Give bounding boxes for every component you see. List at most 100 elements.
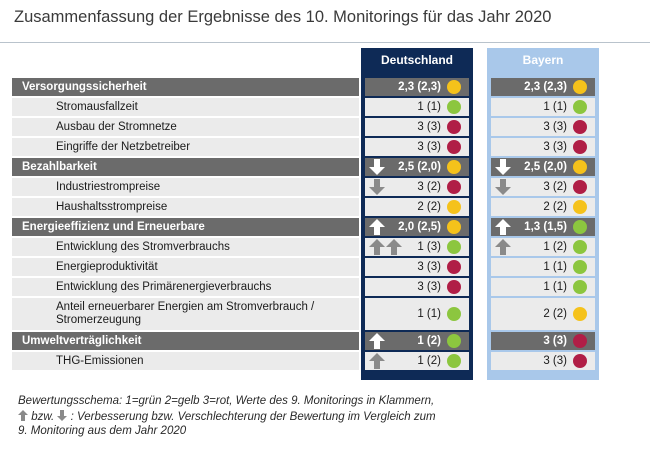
indicator-label: Eingriffe der Netzbetreiber	[56, 141, 191, 153]
bayern-cell: 3 (3)	[491, 332, 595, 350]
rating-dot-green	[447, 100, 461, 114]
down-arrow-icon	[57, 410, 68, 424]
row-label-cell: Bezahlbarkeit	[12, 158, 359, 176]
rating-value: 2 (2)	[417, 201, 441, 213]
rating-value: 2,5 (2,0)	[398, 161, 441, 173]
title-divider	[0, 42, 650, 43]
deutschland-cell: 3 (3)	[365, 138, 469, 156]
rating-value: 3 (3)	[417, 121, 441, 133]
rating-value: 2,3 (2,3)	[398, 81, 441, 93]
section-row: Energieeffizienz und Erneuerbare 2,0 (2,5…	[0, 218, 650, 236]
table-row: Ausbau der Stromnetze 3 (3) 3 (3)	[0, 118, 650, 136]
rating-dot-green	[573, 220, 587, 234]
deutschland-cell: 1 (2)	[365, 352, 469, 370]
legend-line-1: Bewertungsschema: 1=grün 2=gelb 3=rot, W…	[18, 395, 435, 407]
rating-dot-green	[573, 240, 587, 254]
rating-value: 3 (3)	[417, 281, 441, 293]
rating-dot-red	[447, 120, 461, 134]
column-header-deutschland: Deutschland	[380, 53, 453, 67]
deutschland-cell: 1 (3)	[365, 238, 469, 256]
up-arrow-icon	[369, 333, 385, 349]
deutschland-cell: 3 (2)	[365, 178, 469, 196]
table-row: THG-Emissionen 1 (2) 3 (3)	[0, 352, 650, 370]
table-row: Energieproduktivität 3 (3) 1 (1)	[0, 258, 650, 276]
rating-dot-red	[447, 180, 461, 194]
table-row: Eingriffe der Netzbetreiber 3 (3) 3 (3)	[0, 138, 650, 156]
rating-value: 1 (1)	[543, 281, 567, 293]
rating-value: 1 (1)	[417, 101, 441, 113]
indicator-label: Haushaltsstrompreise	[56, 201, 168, 213]
table-row: Anteil erneuerbarer Energien am Stromver…	[0, 298, 650, 330]
section-label: Energieeffizienz und Erneuerbare	[22, 221, 205, 233]
rating-value: 1 (2)	[543, 241, 567, 253]
down-arrow-icon	[495, 179, 511, 195]
row-label-cell: Anteil erneuerbarer Energien am Stromver…	[12, 298, 359, 330]
trend-arrows	[369, 332, 385, 350]
rating-dot-green	[447, 354, 461, 368]
rating-value: 3 (2)	[543, 181, 567, 193]
deutschland-cell: 3 (3)	[365, 278, 469, 296]
table-row: Entwicklung des Primärenergieverbrauchs 3…	[0, 278, 650, 296]
up-arrow-icon	[369, 353, 385, 369]
up-arrow-icon	[495, 219, 511, 235]
section-row: Bezahlbarkeit 2,5 (2,0) 2,5 (2,0)	[0, 158, 650, 176]
rating-dot-green	[447, 334, 461, 348]
legend-line-2: bzw. : Verbesserung bzw. Verschlechterun…	[18, 410, 436, 424]
rating-value: 3 (3)	[543, 335, 567, 347]
rating-dot-red	[573, 140, 587, 154]
bayern-cell: 2 (2)	[491, 198, 595, 216]
indicator-label: Energieproduktivität	[56, 261, 158, 273]
legend-line-3: 9. Monitoring aus dem Jahr 2020	[18, 425, 187, 437]
section-row: Umweltverträglichkeit 1 (2) 3 (3)	[0, 332, 650, 350]
up-arrow-icon	[369, 239, 385, 255]
row-label-cell: Umweltverträglichkeit	[12, 332, 359, 350]
rating-dot-yellow	[447, 160, 461, 174]
rating-value: 2 (2)	[543, 201, 567, 213]
rating-dot-green	[447, 240, 461, 254]
rating-value: 3 (3)	[543, 355, 567, 367]
row-label-cell: Entwicklung des Primärenergieverbrauchs	[12, 278, 359, 296]
table-row: Stromausfallzeit 1 (1) 1 (1)	[0, 98, 650, 116]
rating-dot-green	[573, 280, 587, 294]
row-label-cell: Eingriffe der Netzbetreiber	[12, 138, 359, 156]
trend-arrows	[495, 218, 511, 236]
indicator-label: Entwicklung des Stromverbrauchs	[56, 241, 230, 253]
table-row: Entwicklung des Stromverbrauchs 1 (3) 1 (2…	[0, 238, 650, 256]
rating-dot-yellow	[573, 80, 587, 94]
bayern-cell: 1,3 (1,5)	[491, 218, 595, 236]
deutschland-cell: 1 (2)	[365, 332, 469, 350]
rating-dot-red	[573, 354, 587, 368]
trend-arrows	[369, 178, 385, 196]
rating-dot-green	[447, 307, 461, 321]
trend-arrows	[369, 218, 385, 236]
rating-value: 1 (2)	[417, 355, 441, 367]
bayern-cell: 3 (3)	[491, 118, 595, 136]
rating-dot-red	[573, 334, 587, 348]
page-title: Zusammenfassung der Ergebnisse des 10. M…	[14, 8, 552, 26]
bayern-cell: 2,5 (2,0)	[491, 158, 595, 176]
legend-connector: bzw.	[31, 411, 55, 423]
rating-dot-yellow	[573, 160, 587, 174]
section-label: Bezahlbarkeit	[22, 161, 97, 173]
rating-value: 1,3 (1,5)	[524, 221, 567, 233]
trend-arrows	[369, 238, 402, 256]
down-arrow-icon	[369, 179, 385, 195]
rating-value: 1 (3)	[417, 241, 441, 253]
section-label: Versorgungssicherheit	[22, 81, 147, 93]
rating-dot-red	[447, 280, 461, 294]
rating-value: 3 (3)	[543, 141, 567, 153]
row-label-cell: Ausbau der Stromnetze	[12, 118, 359, 136]
bayern-cell: 1 (1)	[491, 98, 595, 116]
bayern-cell: 2,3 (2,3)	[491, 78, 595, 96]
row-label-cell: Versorgungssicherheit	[12, 78, 359, 96]
rating-value: 2,0 (2,5)	[398, 221, 441, 233]
rating-value: 1 (2)	[417, 335, 441, 347]
bayern-cell: 1 (1)	[491, 278, 595, 296]
row-label-cell: Energieeffizienz und Erneuerbare	[12, 218, 359, 236]
rating-value: 1 (1)	[543, 261, 567, 273]
rating-value: 3 (3)	[543, 121, 567, 133]
indicator-label: Entwicklung des Primärenergieverbrauchs	[56, 281, 272, 293]
rating-dot-yellow	[447, 200, 461, 214]
trend-arrows	[369, 352, 385, 370]
up-arrow-icon	[369, 219, 385, 235]
